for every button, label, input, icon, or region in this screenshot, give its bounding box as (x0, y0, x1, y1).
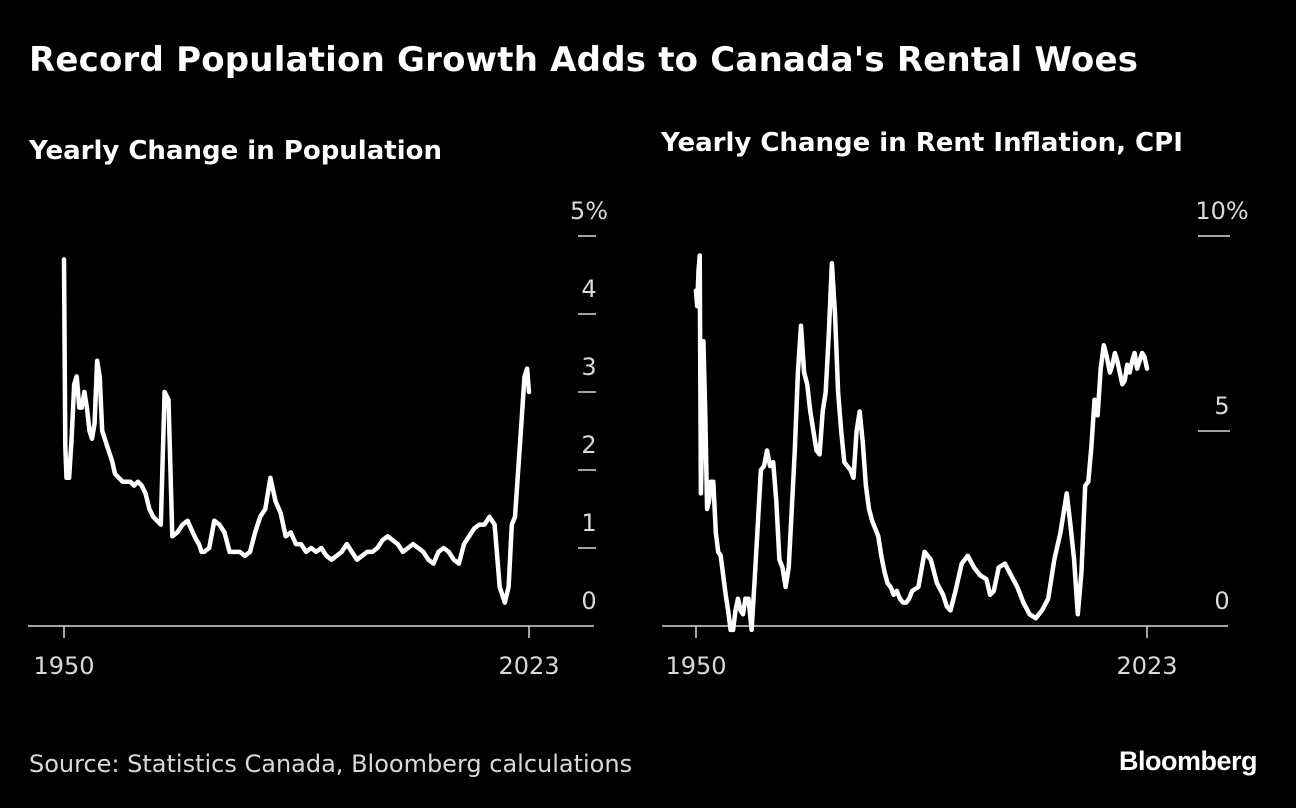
rent-y-tick-label: 10% (1195, 197, 1248, 225)
population-y-tick-label: 1 (581, 509, 596, 537)
rent-x-tick-label: 1950 (665, 652, 726, 680)
population-y-tick-label: 3 (581, 353, 596, 381)
source-note: Source: Statistics Canada, Bloomberg cal… (29, 750, 633, 778)
population-y-tick-label: 2 (581, 431, 596, 459)
rent-chart-title: Yearly Change in Rent Inflation, CPI (661, 127, 1221, 160)
rent-chart: 0 5 10% 1950 2023 (662, 197, 1249, 680)
rent-series-line (693, 253, 1150, 633)
rent-y-tick-label: 5 (1214, 392, 1229, 420)
population-chart-title: Yearly Change in Population (29, 136, 442, 166)
population-series-line (61, 257, 532, 605)
population-y-tick-label: 0 (581, 587, 596, 615)
rent-chart-title-text: Yearly Change in Rent Inflation, CPI (661, 128, 1183, 158)
rent-y-tick-label: 0 (1214, 587, 1229, 615)
page-title: Record Population Growth Adds to Canada'… (29, 40, 1139, 80)
bloomberg-logo: Bloomberg (1118, 746, 1258, 776)
population-chart: 0 1 2 3 4 5% 1950 2023 (28, 197, 608, 680)
population-x-tick-label: 2023 (498, 652, 559, 680)
population-x-tick-label: 1950 (33, 652, 94, 680)
population-y-tick-label: 4 (581, 275, 596, 303)
population-y-tick-label: 5% (570, 197, 608, 225)
rent-x-tick-label: 2023 (1116, 652, 1177, 680)
